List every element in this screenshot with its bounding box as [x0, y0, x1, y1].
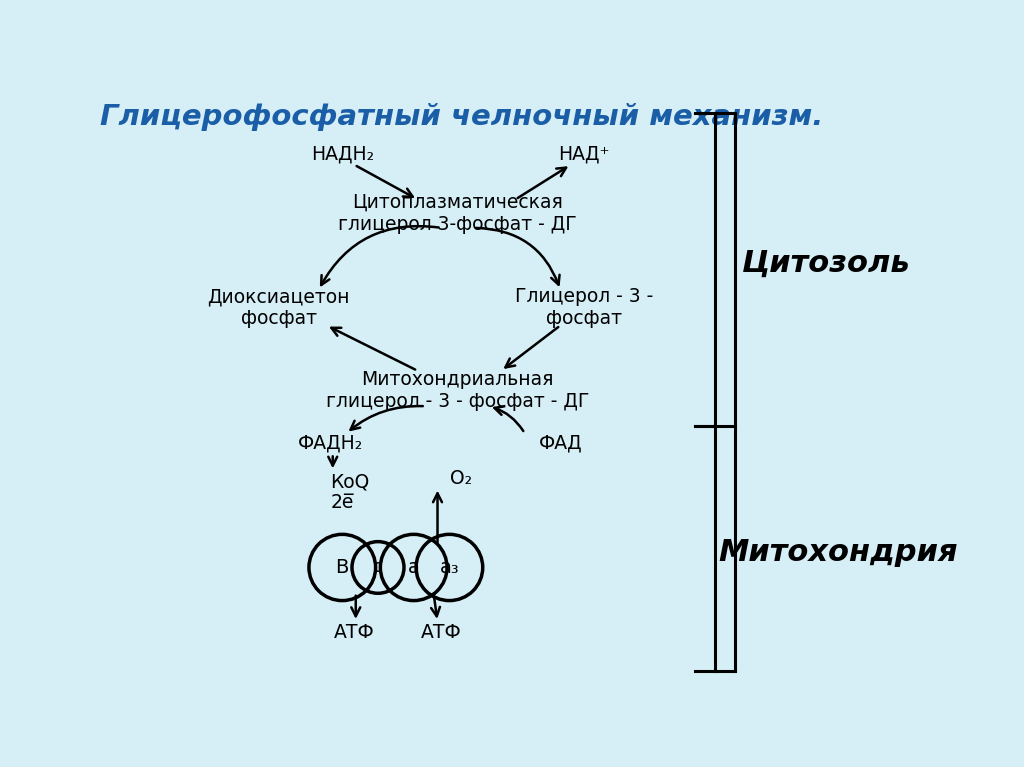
- Text: а₃: а₃: [439, 558, 459, 577]
- Text: Цитоплазматическая
глицерол 3-фосфат - ДГ: Цитоплазматическая глицерол 3-фосфат - Д…: [338, 193, 577, 234]
- Text: Диоксиацетон
фосфат: Диоксиацетон фосфат: [208, 287, 350, 328]
- Text: с: с: [373, 558, 383, 577]
- Text: НАДН₂: НАДН₂: [310, 144, 374, 163]
- Text: В: В: [336, 558, 349, 577]
- Text: ФАД: ФАД: [539, 434, 583, 453]
- Text: АТФ: АТФ: [334, 623, 375, 642]
- Text: Митохондриальная
глицерол - 3 - фосфат - ДГ: Митохондриальная глицерол - 3 - фосфат -…: [326, 370, 589, 411]
- Text: 2е̅: 2е̅: [331, 493, 353, 512]
- Text: АТФ: АТФ: [421, 623, 462, 642]
- Text: Глицерофосфатный челночный механизм.: Глицерофосфатный челночный механизм.: [99, 104, 823, 131]
- Text: О₂: О₂: [451, 469, 472, 489]
- Text: ФАДН₂: ФАДН₂: [298, 434, 362, 453]
- Text: КоQ: КоQ: [331, 472, 370, 492]
- Text: Глицерол - 3 -
фосфат: Глицерол - 3 - фосфат: [515, 287, 653, 328]
- Text: а: а: [408, 558, 420, 577]
- Text: Цитозоль: Цитозоль: [742, 249, 910, 278]
- Text: Митохондрия: Митохондрия: [719, 538, 958, 568]
- Text: НАД⁺: НАД⁺: [558, 144, 610, 163]
